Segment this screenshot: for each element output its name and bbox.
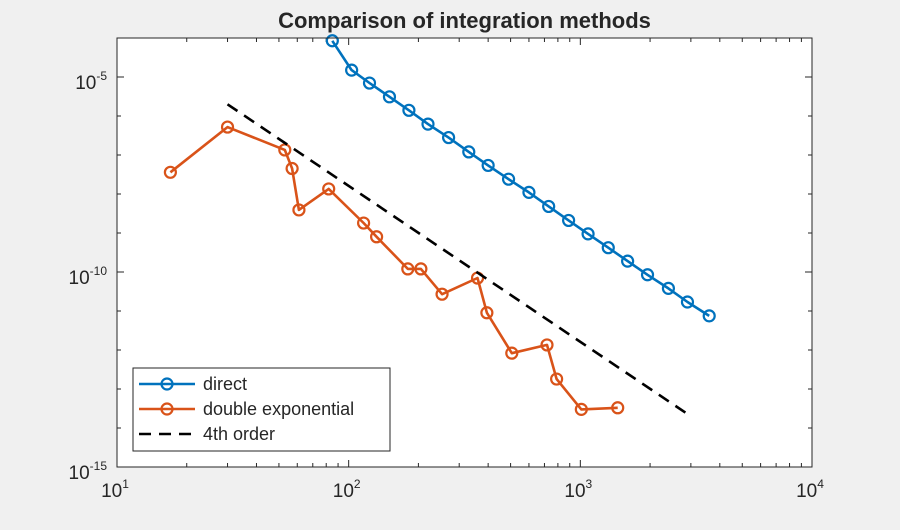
data-point <box>480 306 494 320</box>
legend-label: direct <box>203 374 247 394</box>
data-point <box>522 185 536 199</box>
data-point <box>220 120 235 134</box>
y-tick-base: 10 <box>75 73 96 94</box>
data-point <box>501 172 516 186</box>
data-point <box>611 401 625 415</box>
data-point <box>462 145 476 159</box>
data-point <box>481 158 495 173</box>
data-point <box>435 287 449 301</box>
x-tick-label: 102 <box>333 477 361 502</box>
y-tick-label: 10-10 <box>69 264 108 289</box>
data-point <box>402 103 416 117</box>
legend-label: double exponential <box>203 399 354 419</box>
series-line <box>331 40 710 317</box>
data-point <box>401 262 415 276</box>
data-point <box>661 281 676 295</box>
x-tick-base: 10 <box>101 481 122 502</box>
data-point <box>345 63 359 77</box>
legend: direct double exponential 4th order <box>132 367 391 452</box>
series-1 <box>163 120 625 416</box>
y-tick-label: 10-15 <box>69 459 108 484</box>
data-point <box>581 227 595 241</box>
y-tick-exponent: -5 <box>96 69 107 83</box>
y-tick-exponent: -15 <box>90 459 108 473</box>
x-tick-base: 10 <box>333 481 354 502</box>
x-tick-exponent: 3 <box>586 477 593 491</box>
x-tick-base: 10 <box>796 481 817 502</box>
series-line <box>226 103 692 418</box>
data-point <box>562 213 576 228</box>
data-point <box>285 161 299 176</box>
y-tick-label: 10-5 <box>75 69 107 94</box>
data-point <box>640 268 655 282</box>
x-tick-base: 10 <box>564 481 585 502</box>
data-point <box>680 295 695 309</box>
x-tick-label: 104 <box>796 477 824 502</box>
data-point <box>292 203 306 217</box>
data-point <box>414 262 428 276</box>
series-layer <box>163 34 716 418</box>
data-point <box>505 346 519 360</box>
data-point <box>163 165 177 179</box>
data-point <box>322 182 336 196</box>
chart-title: Comparison of integration methods <box>278 8 651 33</box>
legend-label: 4th order <box>203 424 275 444</box>
data-point <box>574 402 588 416</box>
data-point <box>540 338 554 352</box>
x-tick-exponent: 2 <box>354 477 361 491</box>
series-2 <box>226 103 692 418</box>
data-point <box>441 130 456 145</box>
data-point <box>362 76 377 90</box>
x-tick-label: 101 <box>101 477 129 502</box>
y-tick-exponent: -10 <box>90 264 108 278</box>
data-point <box>369 230 384 244</box>
x-tick-exponent: 4 <box>817 477 824 491</box>
data-point <box>702 309 716 323</box>
legend-marker <box>160 377 174 391</box>
y-tick-base: 10 <box>69 463 90 484</box>
data-point <box>356 216 371 230</box>
x-tick-exponent: 1 <box>122 477 129 491</box>
data-point <box>325 34 339 48</box>
x-tick-label: 103 <box>564 477 592 502</box>
data-point <box>542 199 556 214</box>
series-0 <box>325 34 716 323</box>
plot-frame <box>116 37 813 468</box>
data-point <box>601 241 615 255</box>
data-point <box>421 117 435 131</box>
data-point <box>382 90 397 104</box>
data-point <box>550 372 564 386</box>
data-point <box>621 254 635 268</box>
y-tick-base: 10 <box>69 268 90 289</box>
legend-marker <box>160 402 174 416</box>
